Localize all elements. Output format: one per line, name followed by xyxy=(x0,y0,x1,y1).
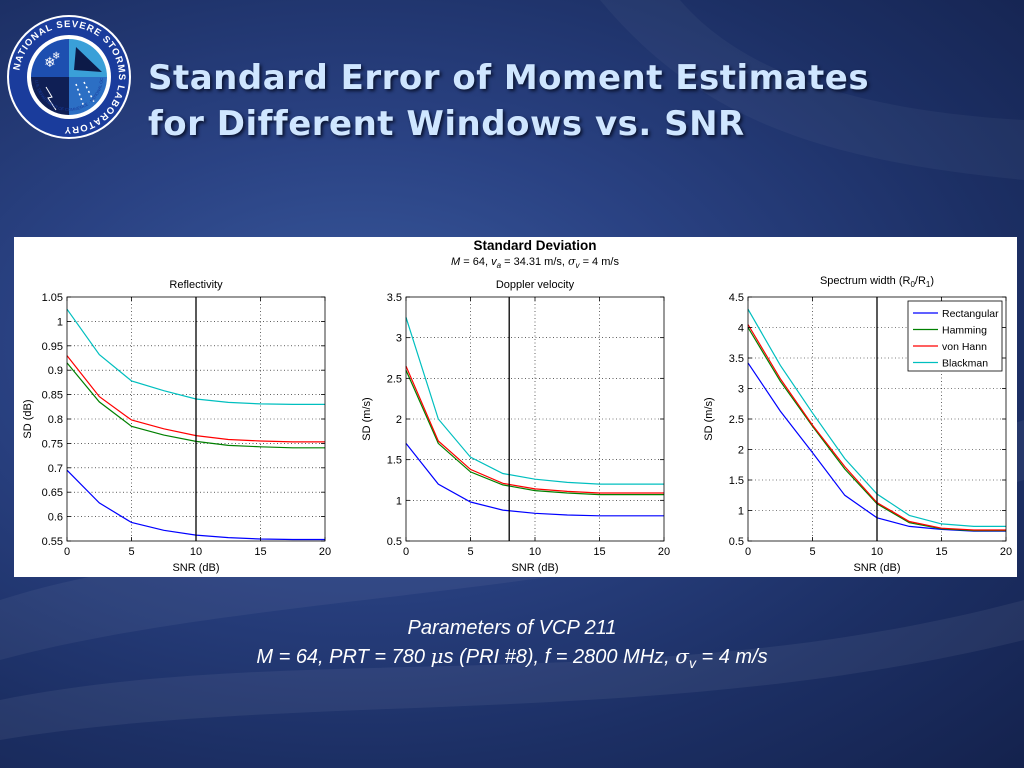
series-line-von-hann xyxy=(405,365,664,494)
slide-title-line-1: Standard Error of Moment Estimates xyxy=(148,58,870,98)
panel-title-part: 0 xyxy=(910,280,915,289)
y-tick-label: 0.8 xyxy=(48,414,63,426)
x-tick-label: 10 xyxy=(529,546,541,558)
panel-title-part: 1 xyxy=(926,280,931,289)
panel-title: Reflectivity xyxy=(169,279,223,291)
y-tick-label: 1 xyxy=(396,495,402,507)
y-tick-label: 0.7 xyxy=(48,463,63,475)
y-tick-label: 0.85 xyxy=(42,390,63,402)
panel-title: Doppler velocity xyxy=(496,279,575,291)
y-tick-label: 0.6 xyxy=(48,512,63,524)
x-tick-label: 20 xyxy=(319,546,331,558)
caption-line-2: M = 64, PRT = 780 μs (PRI #8), f = 2800 … xyxy=(0,642,1024,677)
y-axis-label: SD (m/s) xyxy=(361,397,373,440)
y-tick-label: 2 xyxy=(396,414,402,426)
x-axis-label: SNR (dB) xyxy=(853,562,900,574)
doppler-velocity-panel: 0 5 10 15 20 0.5 1 1.5 2 2.5 3 3.5 SNR (dB) SD (m/s) D… xyxy=(361,279,670,574)
y-tick-label: 3 xyxy=(738,384,744,396)
caption-mu: μ xyxy=(430,644,444,668)
subtitle-eq2: = 34.31 m/s, xyxy=(501,256,568,268)
subtitle-eq1: = 64, xyxy=(460,256,491,268)
panel-title-part: /R xyxy=(915,275,926,287)
y-tick-label: 0.75 xyxy=(42,438,63,450)
legend: Rectangular Hamming von Hann Blackman xyxy=(907,300,1003,372)
x-tick-label: 20 xyxy=(1000,546,1012,558)
legend-label: Rectangular xyxy=(942,308,999,320)
figure-panel: Standard Deviation M = 64, va = 34.31 m/… xyxy=(14,237,1017,577)
y-axis-label: SD (dB) xyxy=(22,399,34,438)
y-tick-label: 2.5 xyxy=(387,373,402,385)
caption-part-b: s (PRI #8), f = 2800 MHz, xyxy=(443,646,676,668)
x-tick-label: 15 xyxy=(935,546,947,558)
y-tick-label: 1 xyxy=(57,316,63,328)
caption-line-1: Parameters of VCP 211 xyxy=(407,617,617,639)
slide-title-line-2: for Different Windows vs. SNR xyxy=(148,104,745,144)
series-line-rectangular xyxy=(405,443,664,517)
y-tick-label: 1 xyxy=(738,506,744,518)
caption-sigma: σ xyxy=(675,644,689,668)
caption-sub-v: v xyxy=(688,655,696,671)
subtitle-eq3: = 4 m/s xyxy=(580,256,620,268)
y-tick-label: 0.5 xyxy=(387,536,402,548)
legend-label: Blackman xyxy=(942,358,988,370)
x-tick-label: 0 xyxy=(403,546,409,558)
y-tick-label: 4.5 xyxy=(729,292,744,304)
x-tick-label: 5 xyxy=(809,546,815,558)
y-tick-label: 2.5 xyxy=(729,414,744,426)
x-tick-label: 0 xyxy=(745,546,751,558)
figure-title: Standard Deviation xyxy=(473,238,596,253)
y-tick-label: 0.9 xyxy=(48,365,63,377)
nssl-logo: NATIONAL SEVERE STORMS LABORATORY ❄ ❄ U.… xyxy=(4,12,131,139)
caption-part-a: M = 64, PRT = 780 xyxy=(256,646,431,668)
svg-text:❄: ❄ xyxy=(52,51,60,62)
svg-text:❄: ❄ xyxy=(44,54,56,70)
reflectivity-panel: 0 5 10 15 20 0.55 0.6 0.65 0.7 0.75 0.8 0.85 0.9 0.95… xyxy=(22,279,331,574)
x-tick-label: 5 xyxy=(467,546,473,558)
x-tick-label: 10 xyxy=(871,546,883,558)
figure-subtitle: M = 64, va = 34.31 m/s, σv = 4 m/s xyxy=(451,255,619,270)
y-tick-label: 1.5 xyxy=(387,455,402,467)
x-tick-label: 15 xyxy=(593,546,605,558)
legend-label: Hamming xyxy=(942,325,987,337)
logo-quadrants: ❄ ❄ xyxy=(31,39,107,115)
legend-label: von Hann xyxy=(942,341,987,353)
y-axis-label: SD (m/s) xyxy=(703,397,715,440)
subtitle-a: a xyxy=(497,261,502,270)
panel-title-part: ) xyxy=(930,275,934,287)
x-tick-label: 0 xyxy=(64,546,70,558)
y-tick-label: 1.5 xyxy=(729,475,744,487)
x-axis-label: SNR (dB) xyxy=(172,562,219,574)
panel-title-part: Spectrum width (R xyxy=(820,275,911,287)
y-tick-label: 4 xyxy=(738,323,744,335)
y-tick-label: 2 xyxy=(738,445,744,457)
subtitle-m: M xyxy=(451,256,461,268)
x-tick-label: 10 xyxy=(190,546,202,558)
y-tick-label: 3 xyxy=(396,333,402,345)
x-tick-label: 20 xyxy=(658,546,670,558)
y-tick-label: 0.55 xyxy=(42,536,63,548)
caption-part-c: = 4 m/s xyxy=(695,646,768,668)
y-tick-label: 0.95 xyxy=(42,341,63,353)
y-tick-label: 1.05 xyxy=(42,292,63,304)
y-tick-label: 3.5 xyxy=(729,353,744,365)
series-line-blackman xyxy=(405,317,664,485)
caption: Parameters of VCP 211 M = 64, PRT = 780 … xyxy=(0,614,1024,677)
y-tick-label: 3.5 xyxy=(387,292,402,304)
standard-deviation-figure: Standard Deviation M = 64, va = 34.31 m/… xyxy=(22,238,1012,574)
series-line-hamming xyxy=(405,369,664,496)
x-tick-label: 5 xyxy=(128,546,134,558)
y-tick-label: 0.5 xyxy=(729,536,744,548)
subtitle-v: v xyxy=(491,256,498,268)
x-tick-label: 15 xyxy=(254,546,266,558)
x-axis-label: SNR (dB) xyxy=(511,562,558,574)
subtitle-sigma: σ xyxy=(568,255,576,268)
panel-title: Spectrum width (R0/R1) xyxy=(820,275,934,289)
subtitle-sigv: v xyxy=(576,261,581,270)
y-tick-label: 0.65 xyxy=(42,487,63,499)
